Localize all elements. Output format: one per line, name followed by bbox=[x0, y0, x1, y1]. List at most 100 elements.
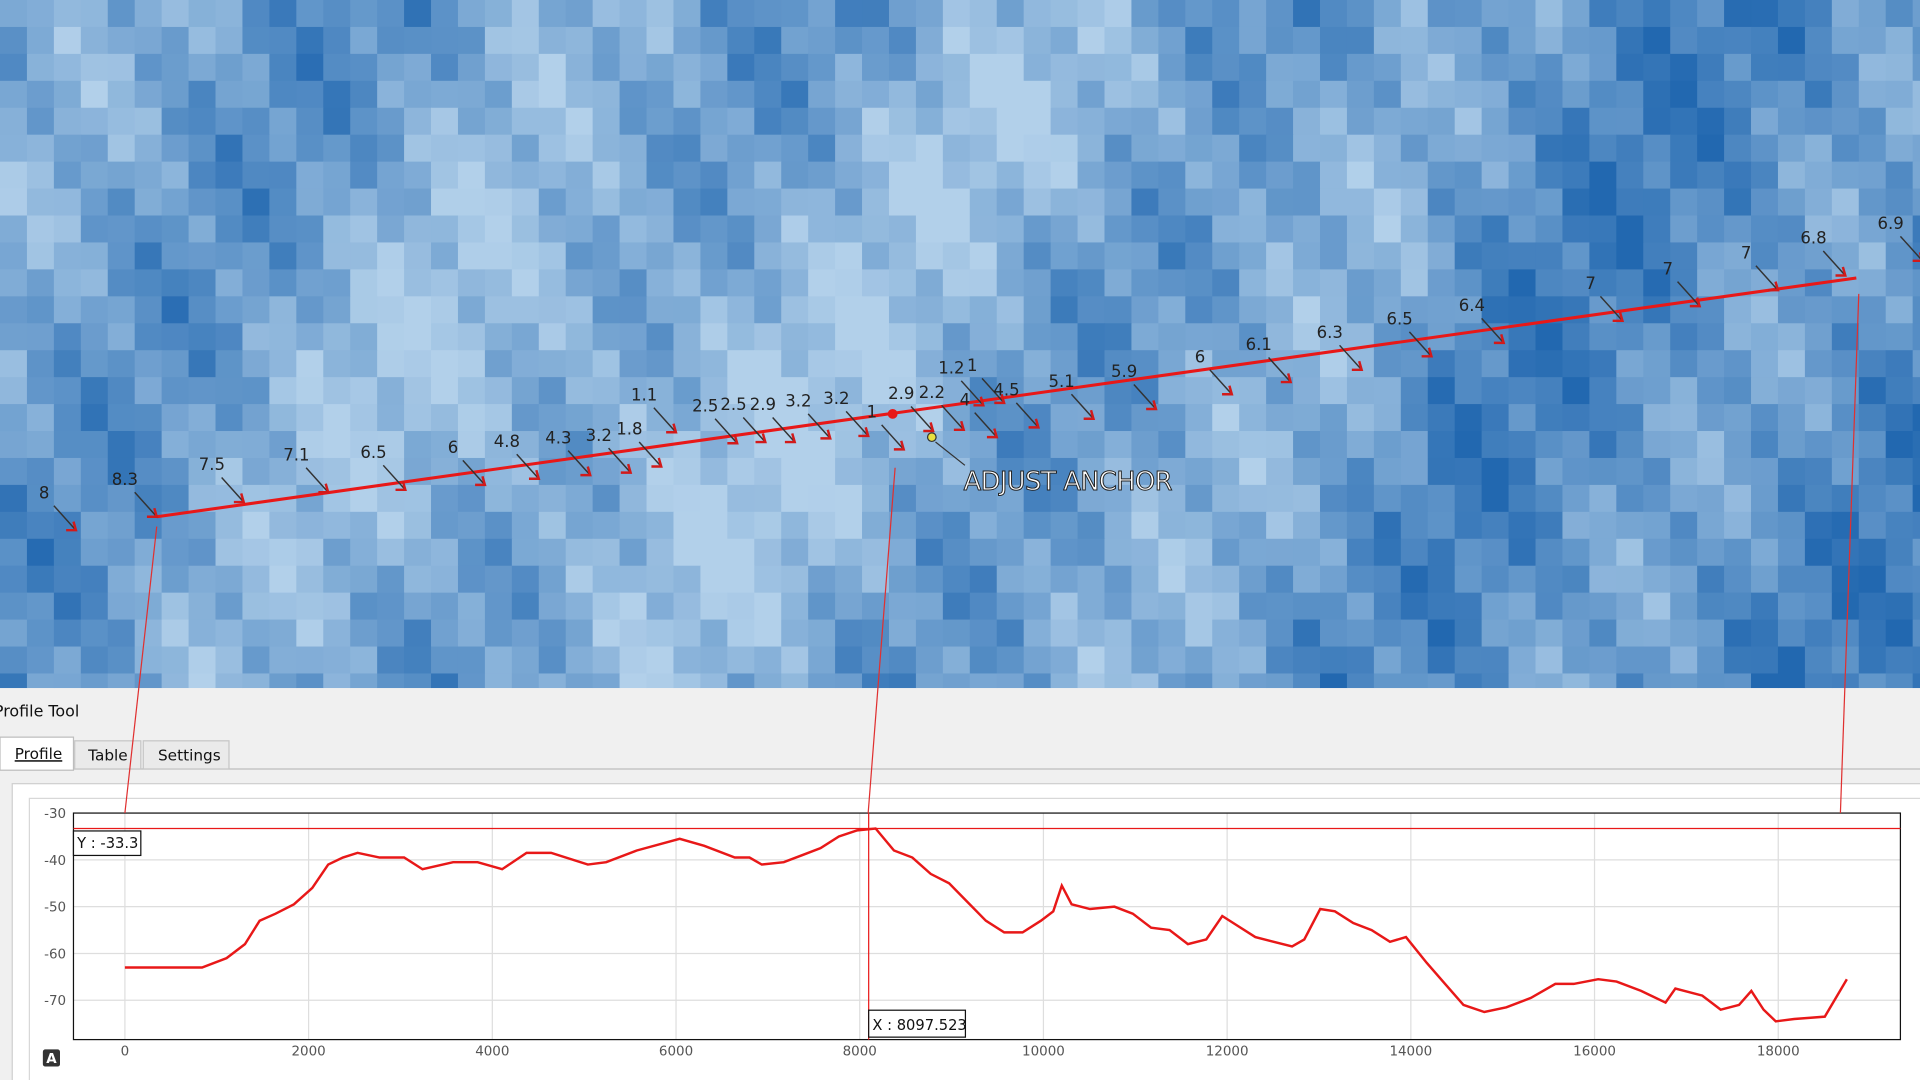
map-cell bbox=[1724, 53, 1752, 82]
map-cell bbox=[1481, 431, 1510, 459]
map-cell bbox=[296, 323, 324, 351]
map-cell bbox=[996, 296, 1025, 324]
tab-label[interactable]: Table bbox=[87, 746, 128, 764]
map-cell bbox=[1104, 592, 1133, 621]
map-cell bbox=[565, 80, 594, 109]
map-cell bbox=[1023, 0, 1052, 28]
tab-label[interactable]: Settings bbox=[158, 746, 221, 764]
map-cell bbox=[431, 242, 459, 270]
map-cell bbox=[1320, 107, 1348, 136]
map-canvas[interactable] bbox=[0, 0, 1920, 701]
map-cell bbox=[242, 296, 270, 324]
map-cell bbox=[1670, 457, 1698, 486]
map-cell bbox=[188, 350, 217, 378]
tab[interactable] bbox=[0, 736, 75, 771]
map-cell bbox=[942, 26, 971, 55]
map-cell bbox=[1346, 188, 1375, 217]
map-cell bbox=[215, 0, 244, 28]
map-cell bbox=[1104, 619, 1133, 648]
map-cell bbox=[1293, 377, 1321, 405]
map-cell bbox=[188, 134, 217, 163]
map-cell bbox=[0, 538, 28, 567]
map-cell bbox=[431, 107, 459, 136]
map-cell bbox=[1912, 188, 1920, 217]
map-cell bbox=[242, 457, 270, 486]
map-cell bbox=[26, 269, 55, 297]
map-cell bbox=[754, 457, 782, 486]
map-cell bbox=[1481, 53, 1510, 82]
map-cell bbox=[269, 296, 297, 324]
map-cell bbox=[835, 377, 863, 405]
map-cell bbox=[404, 377, 432, 405]
map-cell bbox=[646, 619, 675, 648]
map-cell bbox=[350, 511, 378, 540]
profile-line bbox=[156, 276, 1857, 519]
map-cell bbox=[242, 134, 270, 163]
map-cell bbox=[1077, 188, 1106, 217]
map-cell bbox=[1185, 619, 1213, 648]
map-cell bbox=[511, 296, 540, 324]
map-cell bbox=[1643, 431, 1671, 459]
tab[interactable] bbox=[142, 740, 230, 770]
map-cell bbox=[835, 323, 863, 351]
map-cell bbox=[323, 619, 351, 648]
map-cell bbox=[1912, 0, 1920, 28]
map-cell bbox=[1104, 431, 1133, 459]
map-cell bbox=[592, 565, 621, 594]
map-cell bbox=[1912, 134, 1920, 163]
map-cell bbox=[1535, 431, 1564, 459]
map-cell bbox=[1077, 215, 1106, 244]
map-cell bbox=[1804, 377, 1833, 405]
map-cell bbox=[188, 646, 217, 675]
map-cell bbox=[161, 646, 190, 675]
map-cell bbox=[1562, 484, 1590, 513]
map-cell bbox=[565, 377, 594, 405]
map-cell bbox=[592, 107, 621, 136]
barb-head bbox=[784, 433, 797, 444]
map-cell bbox=[269, 53, 297, 82]
map-cell bbox=[1643, 215, 1671, 244]
map-cell bbox=[1454, 538, 1483, 567]
map-cell bbox=[592, 26, 621, 55]
map-cell bbox=[1320, 646, 1348, 675]
map-cell bbox=[296, 296, 324, 324]
map-cell bbox=[1023, 53, 1052, 82]
wind-barb bbox=[134, 491, 158, 518]
map-cell bbox=[888, 0, 917, 28]
map-cell bbox=[1185, 377, 1213, 405]
map-cell bbox=[1131, 323, 1159, 351]
map-cell bbox=[1077, 161, 1106, 190]
map-cell bbox=[1804, 80, 1833, 109]
map-cell bbox=[269, 565, 297, 594]
map-cell bbox=[377, 323, 405, 351]
map-cell bbox=[1131, 511, 1159, 540]
map-cell bbox=[1508, 511, 1537, 540]
map-cell bbox=[431, 511, 459, 540]
map-cell bbox=[215, 242, 244, 270]
map-cell bbox=[1266, 619, 1294, 648]
map-cell bbox=[1158, 161, 1186, 190]
map-cell bbox=[1023, 619, 1052, 648]
map-cell bbox=[1212, 619, 1240, 648]
corner-icon-label[interactable]: A bbox=[46, 1052, 57, 1067]
map-cell bbox=[1400, 431, 1429, 459]
map-cell bbox=[215, 188, 244, 217]
cursor-y-label: Y : -33.3 bbox=[76, 835, 138, 852]
map-cell bbox=[1885, 269, 1914, 297]
map-cell bbox=[215, 134, 244, 163]
map-cell bbox=[1535, 646, 1564, 675]
tab-label[interactable]: Profile bbox=[15, 745, 63, 763]
map-cell bbox=[1885, 592, 1914, 621]
map-cell bbox=[107, 538, 136, 567]
map-cell bbox=[538, 673, 567, 689]
map-cell bbox=[377, 404, 405, 432]
corner-icon[interactable] bbox=[42, 1049, 60, 1067]
map-cell bbox=[1373, 646, 1402, 675]
wind-barb bbox=[608, 447, 632, 474]
map-cell bbox=[1077, 484, 1106, 513]
map-cell bbox=[377, 431, 405, 459]
map-cell bbox=[1266, 53, 1294, 82]
map-cell bbox=[134, 80, 163, 109]
map-cell bbox=[1670, 242, 1698, 270]
map-cell bbox=[592, 296, 621, 324]
